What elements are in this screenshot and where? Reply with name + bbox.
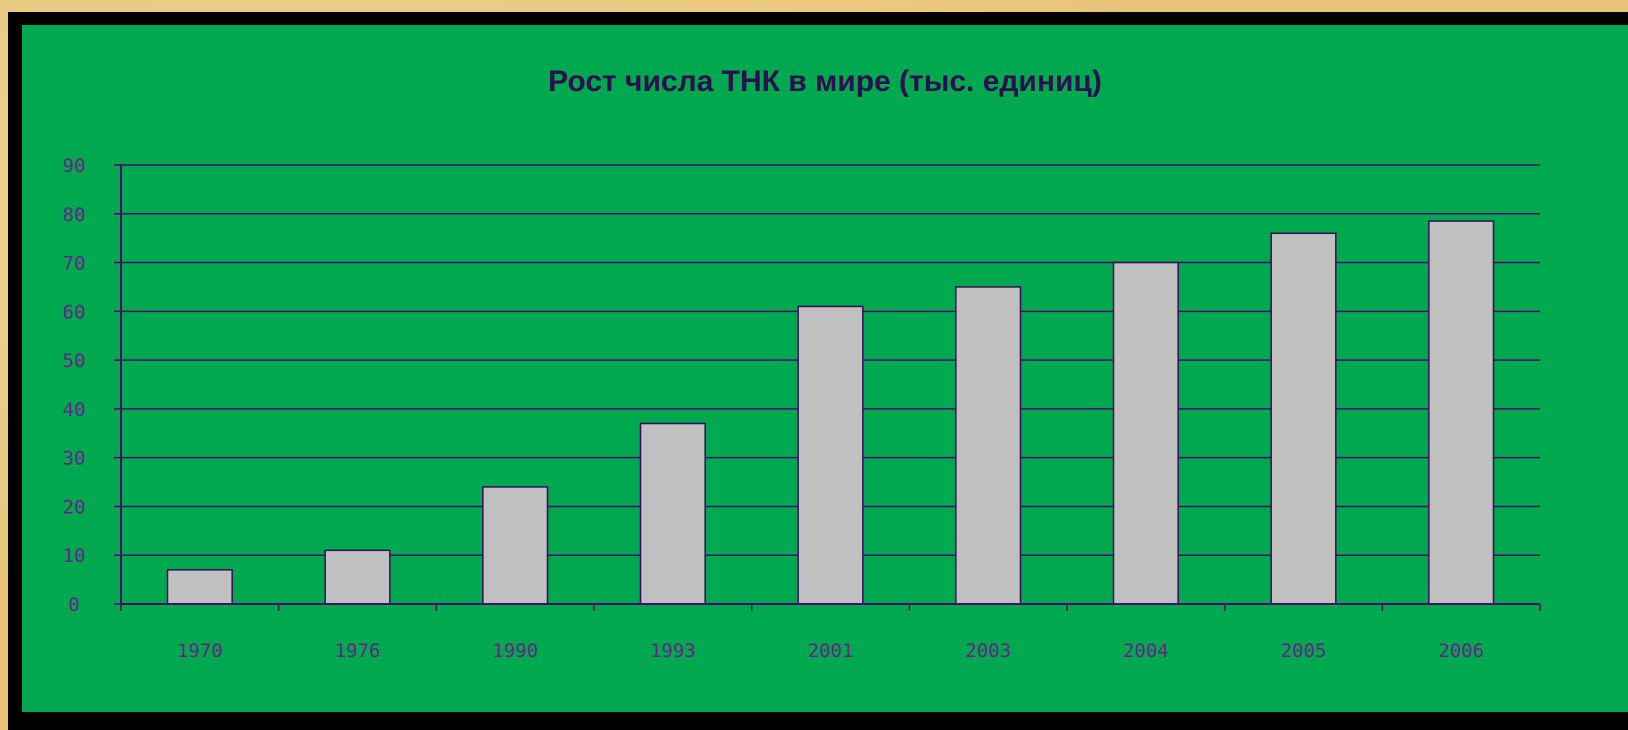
bar-1970	[166, 569, 233, 605]
bar-2001	[797, 305, 864, 605]
y-tick-label: 90	[63, 155, 86, 177]
y-tick-label: 40	[63, 399, 86, 421]
label-layer: 0 10 20 30 40 50 60 70 80 90 1970 1976 1990 1993 2001 2…	[63, 155, 1484, 662]
x-tick-label: 2006	[1438, 640, 1484, 662]
y-tick-label: 80	[63, 204, 86, 226]
y-tick-label: 20	[63, 496, 86, 518]
axis-layer	[114, 164, 1541, 611]
bar-1976	[324, 549, 391, 605]
y-tick-label: 70	[63, 253, 86, 275]
x-tick-label: 2003	[965, 640, 1011, 662]
x-tick-label: 1990	[492, 640, 538, 662]
bar-2005	[1270, 232, 1337, 605]
x-tick-label: 2005	[1281, 640, 1327, 662]
bar-1990	[482, 486, 549, 605]
y-tick-label: 30	[63, 448, 86, 470]
y-tick-label: 0	[68, 594, 79, 616]
bar-2006	[1428, 220, 1495, 605]
x-tick-label: 2004	[1123, 640, 1169, 662]
y-tick-label: 60	[63, 301, 86, 323]
bar-2004	[1112, 261, 1179, 605]
x-tick-label: 2001	[808, 640, 854, 662]
x-tick-label: 1970	[177, 640, 223, 662]
chart-title: Рост числа ТНК в мире (тыс. единиц)	[548, 65, 1102, 98]
bar-layer	[166, 220, 1495, 605]
bar-1993	[639, 422, 706, 605]
y-tick-label: 50	[63, 350, 86, 372]
x-tick-label: 1976	[335, 640, 381, 662]
x-tick-label: 1993	[650, 640, 696, 662]
bar-2003	[955, 286, 1022, 605]
y-tick-label: 10	[63, 545, 86, 567]
